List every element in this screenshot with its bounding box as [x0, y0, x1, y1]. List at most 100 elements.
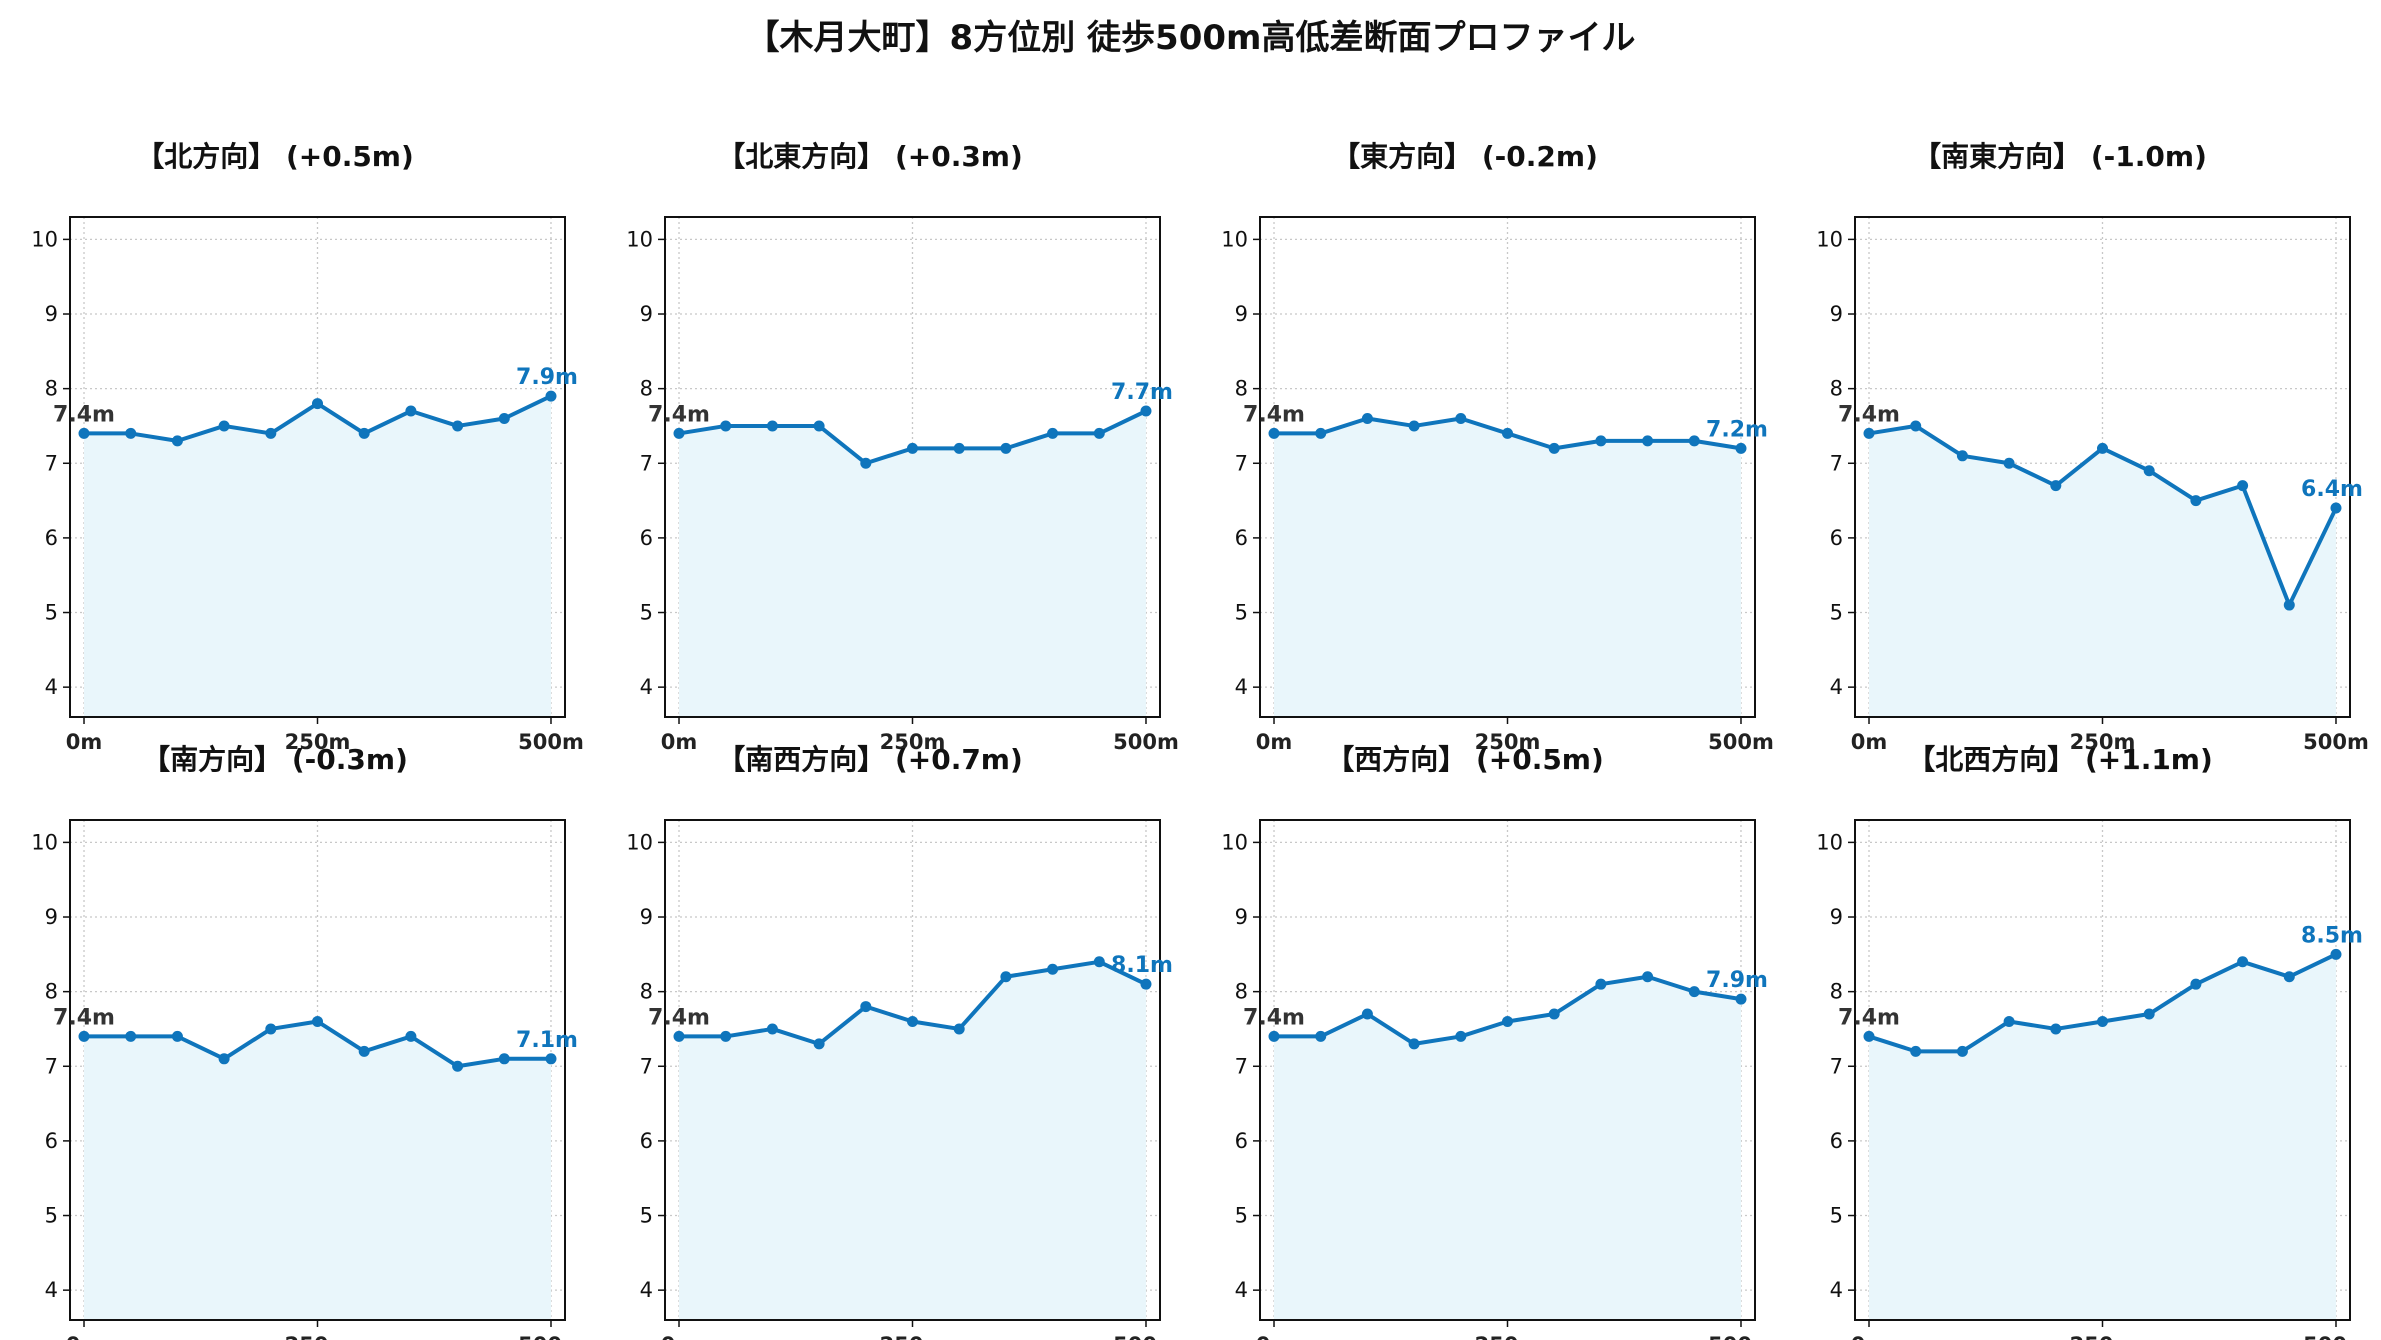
data-point [2237, 956, 2249, 968]
y-tick-label: 6 [45, 1129, 58, 1153]
x-tick-label: 500m [1113, 1333, 1179, 1340]
chart-panel: 【北西方向】 (+1.1m) 4 5 6 7 8 9 10 0m 250m 500m 7.4m 8.5m [1800, 738, 2369, 1340]
elevation-profile-chart: 4 5 6 7 8 9 10 0m 250m 500m 7.4m 7.9m [1221, 819, 1774, 1340]
y-tick-label: 4 [640, 675, 653, 699]
end-elevation-label: 8.5m [2301, 923, 2363, 948]
y-tick-label: 5 [640, 601, 653, 625]
y-tick-label: 6 [1830, 1129, 1843, 1153]
data-point [1315, 1030, 1327, 1042]
y-tick-label: 9 [45, 302, 58, 326]
y-tick-label: 10 [31, 227, 58, 251]
data-point [813, 1038, 825, 1050]
data-point [953, 1023, 965, 1035]
data-point [312, 1015, 323, 1027]
area-fill [1869, 425, 2336, 717]
data-point [78, 1030, 90, 1042]
end-elevation-label: 7.9m [1706, 968, 1768, 993]
data-point [498, 412, 510, 424]
y-tick-label: 7 [1235, 1054, 1248, 1078]
x-tick-label: 250m [1475, 1333, 1541, 1340]
start-elevation-label: 7.4m [53, 1005, 115, 1030]
area-fill [1274, 418, 1741, 717]
y-tick-label: 10 [1221, 830, 1248, 854]
data-point [2097, 442, 2108, 454]
y-tick-label: 9 [1830, 905, 1843, 929]
data-point [545, 390, 557, 402]
y-tick-label: 9 [640, 905, 653, 929]
y-tick-label: 8 [45, 980, 58, 1004]
data-point [1688, 435, 1700, 447]
data-point [358, 427, 370, 439]
y-tick-label: 8 [1830, 377, 1843, 401]
chart-panel: 【西方向】 (+0.5m) 4 5 6 7 8 9 10 0m 250m 500m 7.4m 7.9m [1205, 738, 1774, 1340]
data-point [860, 457, 872, 469]
data-point [813, 420, 825, 432]
data-point [1093, 427, 1105, 439]
data-point [2190, 978, 2202, 990]
x-tick-label: 0m [1256, 730, 1293, 754]
y-tick-label: 8 [45, 377, 58, 401]
y-tick-label: 6 [1235, 1129, 1248, 1153]
y-tick-label: 7 [45, 1054, 58, 1078]
chart-panel: 【東方向】 (-0.2m) 4 5 6 7 8 9 10 0m 250m 500m 7.4m 7.2m [1205, 135, 1774, 754]
x-tick-label: 500m [1708, 730, 1774, 754]
start-elevation-label: 7.4m [1838, 1005, 1900, 1030]
y-tick-label: 9 [640, 302, 653, 326]
data-point [1047, 963, 1059, 975]
chart-title: 【南東方向】 (-1.0m) [1913, 140, 2207, 173]
data-point [1863, 1030, 1875, 1042]
chart-panel: 【北方向】 (+0.5m) 4 5 6 7 8 9 10 0m 250m 500m 7.4m 7.9m [15, 135, 584, 754]
data-point [2143, 465, 2155, 477]
y-tick-label: 7 [640, 451, 653, 475]
chart-title: 【北方向】 (+0.5m) [136, 140, 414, 173]
y-tick-label: 4 [45, 1278, 58, 1302]
y-tick-label: 4 [1830, 675, 1843, 699]
y-tick-label: 10 [1816, 830, 1843, 854]
y-tick-label: 6 [640, 1129, 653, 1153]
x-tick-label: 250m [2070, 730, 2136, 754]
data-point [1595, 435, 1607, 447]
data-point [498, 1053, 510, 1065]
data-point [2097, 1015, 2108, 1027]
x-tick-label: 500m [1113, 730, 1179, 754]
data-point [1408, 420, 1420, 432]
data-point [1688, 986, 1700, 998]
data-point [452, 1060, 464, 1072]
data-point [2050, 1023, 2062, 1035]
data-point [1408, 1038, 1420, 1050]
data-point [673, 427, 685, 439]
data-point [125, 1030, 137, 1042]
elevation-profile-chart: 4 5 6 7 8 9 10 0m 250m 500m 7.4m 7.9m [31, 216, 584, 754]
data-point [1956, 450, 1968, 462]
end-elevation-label: 7.1m [516, 1028, 578, 1053]
data-point [171, 435, 183, 447]
y-tick-label: 4 [1830, 1278, 1843, 1302]
area-fill [679, 961, 1146, 1320]
data-point [218, 1053, 230, 1065]
data-point [1642, 435, 1654, 447]
data-point [2143, 1008, 2155, 1020]
start-elevation-label: 7.4m [648, 1005, 710, 1030]
data-point [265, 427, 277, 439]
y-tick-label: 4 [45, 675, 58, 699]
elevation-profile-chart: 4 5 6 7 8 9 10 0m 250m 500m 7.4m 8.1m [626, 819, 1179, 1340]
elevation-profile-chart: 4 5 6 7 8 9 10 0m 250m 500m 7.4m 7.7m [626, 216, 1179, 754]
chart-panel: 【南東方向】 (-1.0m) 4 5 6 7 8 9 10 0m 250m 500m 7.4m 6.4m [1800, 135, 2369, 754]
y-tick-label: 8 [640, 377, 653, 401]
x-tick-label: 0m [1851, 730, 1888, 754]
area-fill [84, 1021, 551, 1320]
data-point [2330, 502, 2342, 514]
y-tick-label: 8 [1830, 980, 1843, 1004]
y-tick-label: 10 [1816, 227, 1843, 251]
data-point [1140, 405, 1152, 417]
data-point [1595, 978, 1607, 990]
elevation-profile-chart: 4 5 6 7 8 9 10 0m 250m 500m 7.4m 8.5m [1816, 819, 2369, 1340]
chart-title: 【北西方向】 (+1.1m) [1907, 743, 2213, 776]
chart-title: 【北東方向】 (+0.3m) [717, 140, 1023, 173]
y-tick-label: 5 [45, 601, 58, 625]
start-elevation-label: 7.4m [1838, 402, 1900, 427]
x-tick-label: 0m [1256, 1333, 1293, 1340]
data-point [2190, 495, 2202, 507]
start-elevation-label: 7.4m [648, 402, 710, 427]
data-point [2003, 1015, 2015, 1027]
